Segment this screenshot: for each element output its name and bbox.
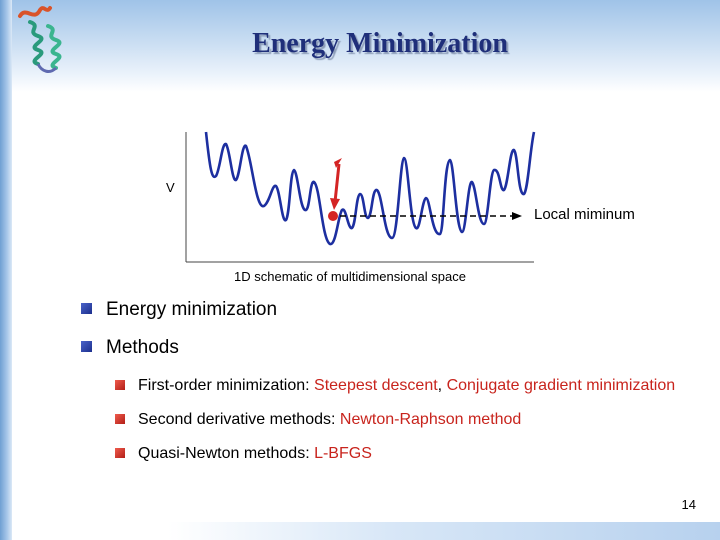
sub-bullet-item: First-order minimization: Steepest desce… (78, 374, 698, 398)
protein-helix-logo-icon (18, 6, 62, 73)
method-name: L-BFGS (314, 445, 372, 462)
square-bullet-icon (115, 414, 125, 424)
square-bullet-icon (115, 380, 125, 390)
sub-bullet-item: Quasi-Newton methods: L-BFGS (78, 442, 698, 466)
bullet-list: Energy minimization Methods First-order … (78, 298, 698, 476)
separator-text: , (437, 377, 447, 394)
square-bullet-icon (115, 448, 125, 458)
bullet-text: Energy minimization (106, 299, 278, 320)
page-number: 14 (681, 497, 696, 512)
method-name: Steepest descent (314, 377, 438, 394)
local-minimum-point (328, 211, 338, 221)
start-point-marker (334, 158, 342, 168)
energy-landscape-figure: V Local miminum 1D schematic of multidim… (166, 131, 635, 284)
footer-accent-band (168, 522, 720, 540)
sub-bullet-prefix: Second derivative methods: (138, 411, 340, 428)
descent-arrow (333, 163, 341, 203)
sub-bullet-prefix: First-order minimization: (138, 377, 315, 394)
y-axis-label: V (166, 180, 175, 195)
pointer-arrow-head (512, 212, 522, 220)
square-bullet-icon (81, 341, 92, 352)
method-name: Conjugate gradient minimization (446, 377, 676, 394)
local-minimum-label: Local miminum (534, 206, 635, 223)
bullet-item: Methods (78, 336, 698, 360)
header-background (0, 0, 720, 92)
left-accent-band (0, 0, 12, 540)
sub-bullet-item: Second derivative methods: Newton-Raphso… (78, 408, 698, 432)
descent-arrow-head (330, 198, 340, 210)
method-name: Newton-Raphson method (339, 411, 522, 428)
sub-bullet-prefix: Quasi-Newton methods: (138, 445, 315, 462)
figure-caption: 1D schematic of multidimensional space (234, 269, 466, 284)
bullet-item: Energy minimization (78, 298, 698, 322)
slide-title: Energy Minimization (252, 28, 508, 59)
square-bullet-icon (81, 303, 92, 314)
bullet-text: Methods (106, 337, 179, 358)
energy-curve (204, 131, 536, 246)
